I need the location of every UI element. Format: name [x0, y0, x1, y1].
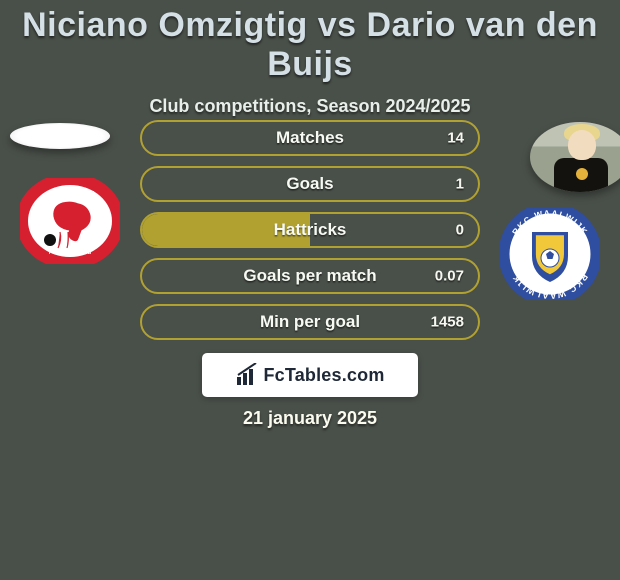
fctables-icon	[235, 363, 259, 387]
stat-row-goals: Goals 1	[140, 166, 480, 202]
stat-value-right: 1	[456, 176, 464, 193]
avatar-shirt-badge	[576, 168, 588, 180]
stat-value-right: 14	[447, 130, 464, 147]
stat-row-matches: Matches 14	[140, 120, 480, 156]
stat-label: Matches	[276, 128, 344, 148]
fctables-badge[interactable]: FcTables.com	[202, 353, 418, 397]
page-subtitle: Club competitions, Season 2024/2025	[0, 96, 620, 117]
player-right-avatar	[530, 122, 620, 192]
logo-left-text2: FOOTBALL CLUB	[49, 250, 92, 256]
stat-label: Goals	[286, 174, 333, 194]
stat-row-mpg: Min per goal 1458	[140, 304, 480, 340]
stat-value-right: 1458	[431, 314, 464, 331]
player-left-avatar	[10, 123, 110, 149]
page-date: 21 january 2025	[0, 408, 620, 429]
stat-value-right: 0	[456, 222, 464, 239]
logo-left-text: ALMERE CITY	[46, 189, 95, 198]
avatar-head	[568, 130, 596, 160]
stat-row-hattricks: Hattricks 0	[140, 212, 480, 248]
stat-value-right: 0.07	[435, 268, 464, 285]
fctables-label: FcTables.com	[263, 365, 384, 386]
stats-rows: Matches 14 Goals 1 Hattricks 0 Goals per…	[140, 120, 480, 350]
stat-label: Min per goal	[260, 312, 360, 332]
stat-row-gpm: Goals per match 0.07	[140, 258, 480, 294]
stat-label: Goals per match	[243, 266, 376, 286]
club-logo-right: RKC WAALWIJK RKC WAALWIJK	[500, 208, 600, 300]
page-title: Niciano Omzigtig vs Dario van den Buijs	[0, 0, 620, 84]
club-logo-left: ALMERE CITY FOOTBALL CLUB	[20, 178, 120, 264]
stat-label: Hattricks	[274, 220, 347, 240]
